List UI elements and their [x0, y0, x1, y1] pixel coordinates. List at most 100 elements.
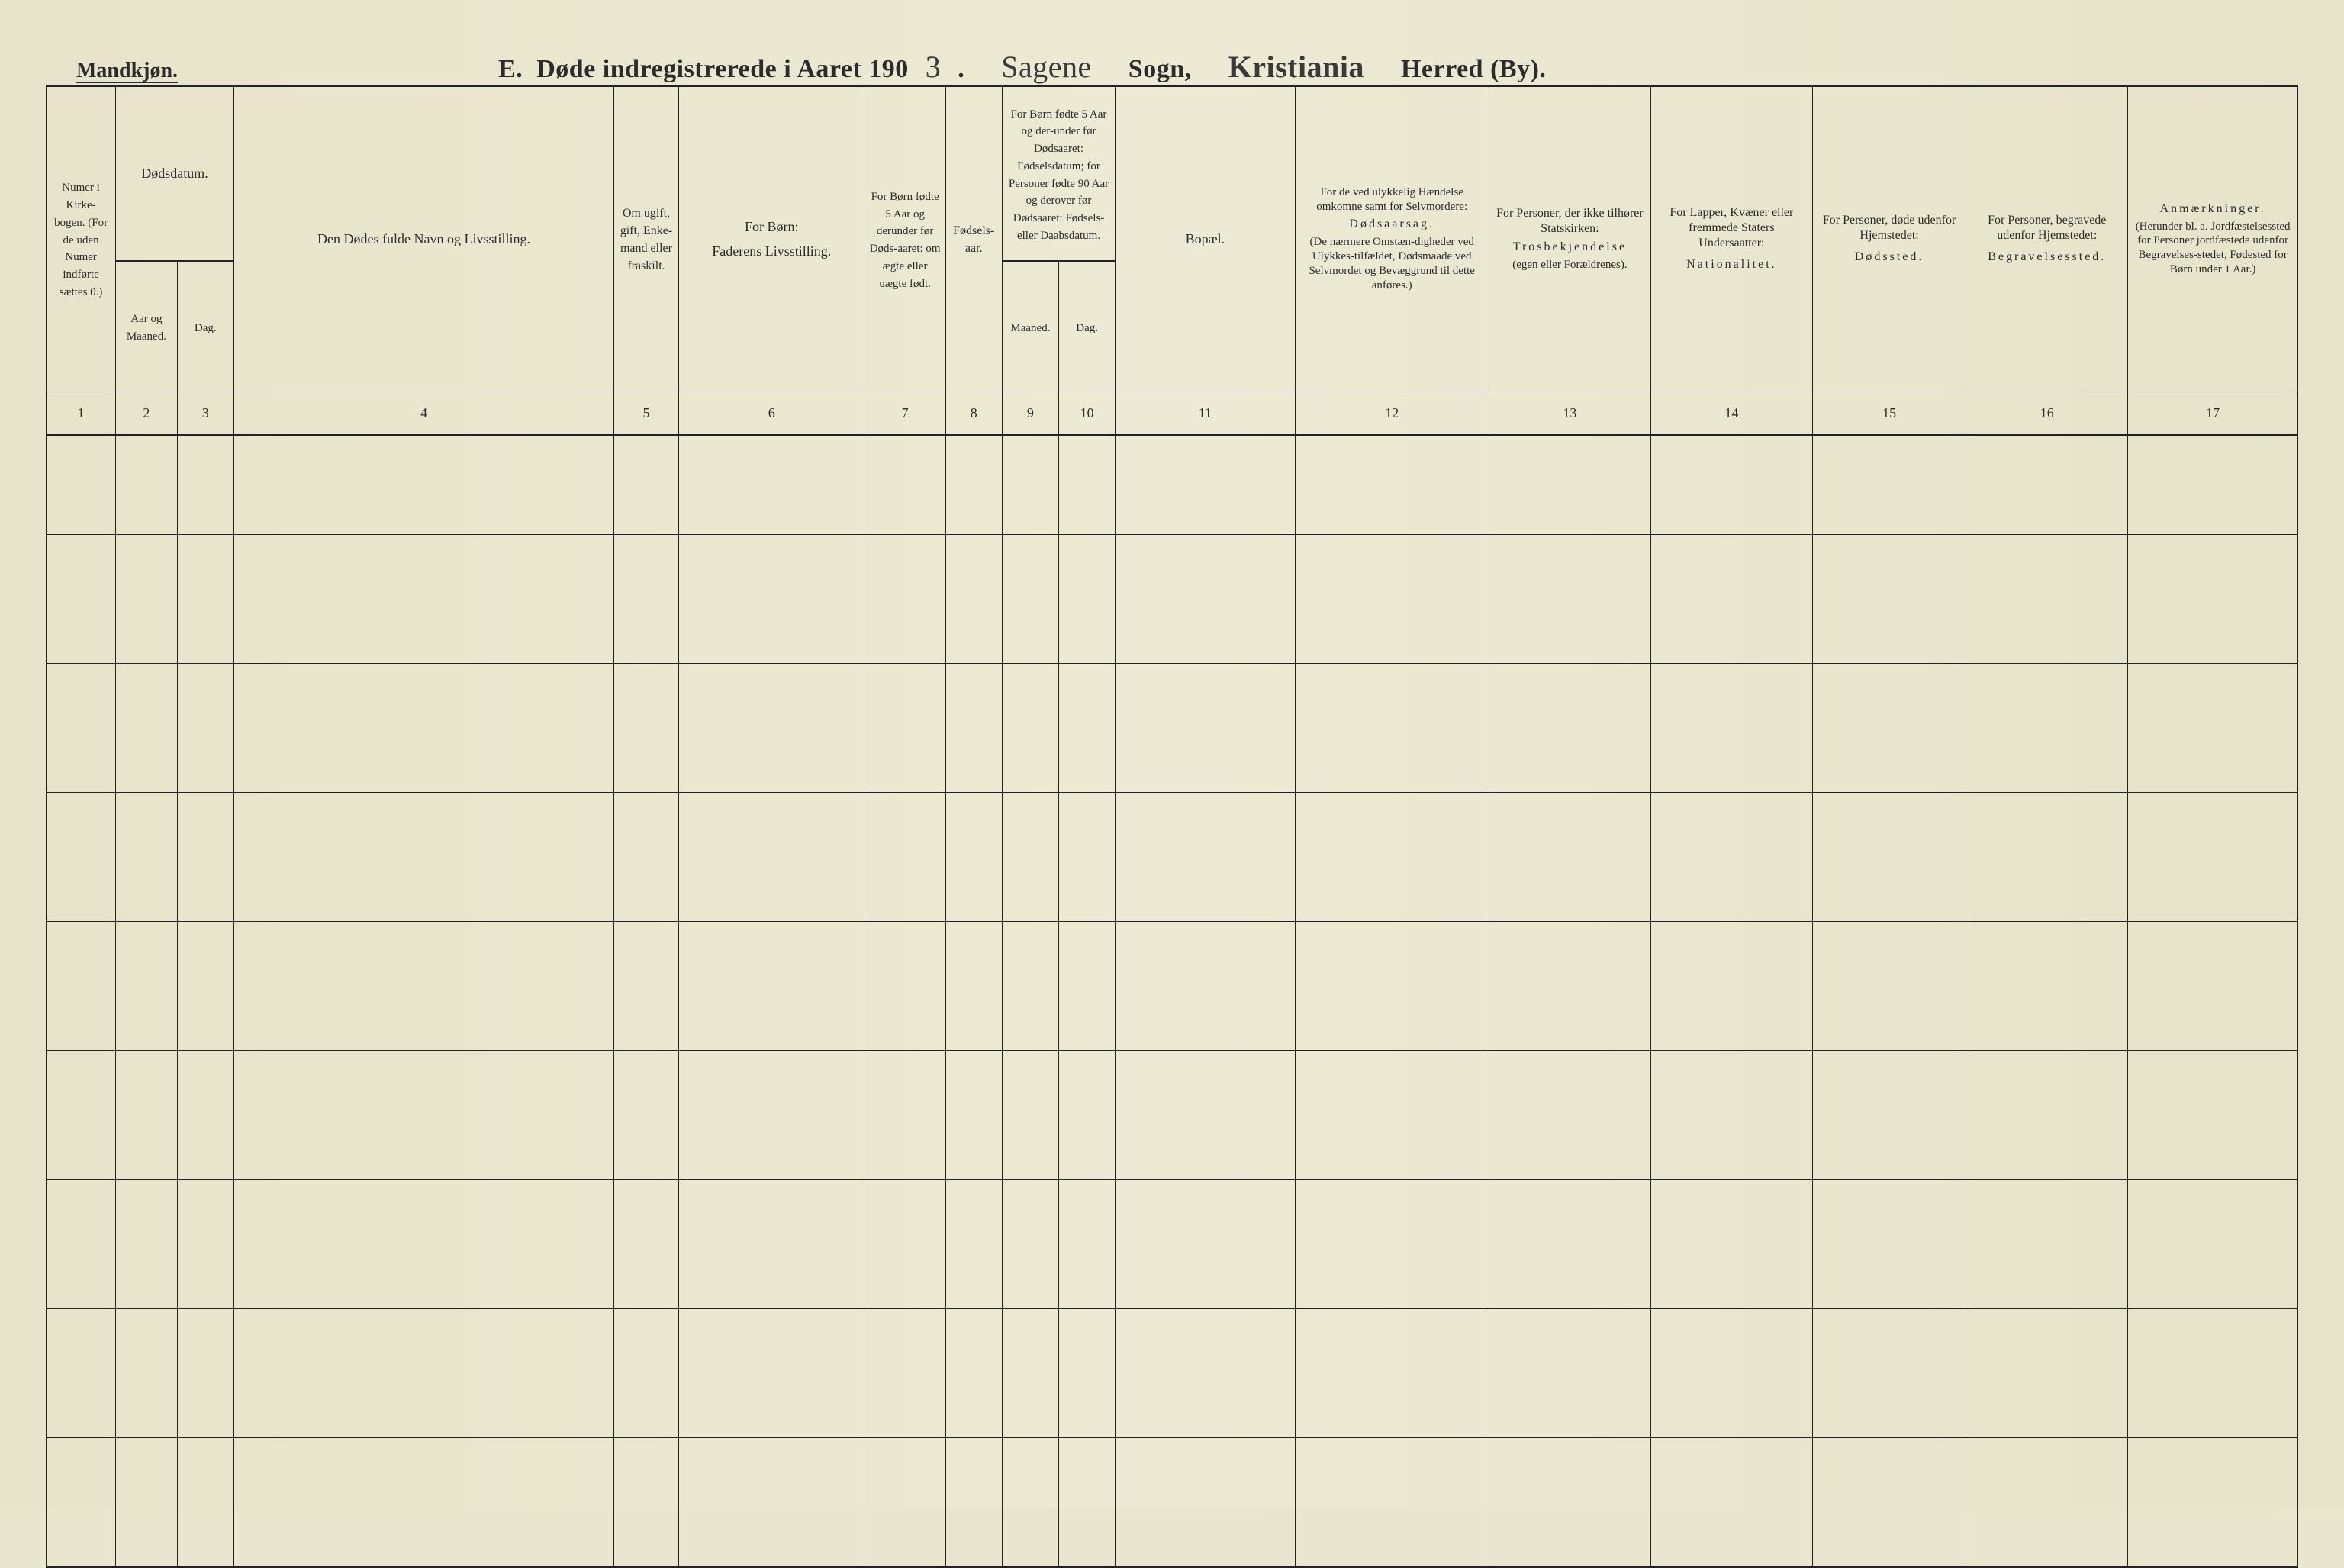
- table-cell: [116, 535, 178, 664]
- table-cell: [1650, 535, 1812, 664]
- table-cell: [47, 1051, 116, 1180]
- table-cell: [1002, 922, 1058, 1051]
- table-cell: [1489, 664, 1650, 793]
- table-cell: [1489, 793, 1650, 922]
- table-cell: [678, 1438, 865, 1567]
- table-cell: [678, 793, 865, 922]
- col-header-2-top-text: Dødsdatum.: [141, 166, 208, 181]
- col-header-13-mid: Trosbekjendelse: [1494, 240, 1646, 255]
- col-num-1: 1: [47, 391, 116, 436]
- sogn-label: Sogn,: [1129, 55, 1192, 84]
- table-cell: [614, 436, 679, 535]
- table-cell: [1966, 664, 2128, 793]
- table-row: [47, 793, 2298, 922]
- title-line: E. Døde indregistrerede i Aaret 1903. Sa…: [498, 49, 1546, 85]
- table-cell: [1116, 1438, 1295, 1567]
- table-cell: [116, 664, 178, 793]
- table-cell: [2128, 1180, 2298, 1309]
- table-cell: [1116, 664, 1295, 793]
- col-header-1-text: Numer i Kirke-bogen. (For de uden Numer …: [54, 182, 108, 298]
- table-cell: [1489, 1051, 1650, 1180]
- table-cell: [1650, 436, 1812, 535]
- table-cell: [1295, 1438, 1489, 1567]
- table-cell: [1002, 1180, 1058, 1309]
- table-cell: [614, 1051, 679, 1180]
- col-num-7: 7: [865, 391, 945, 436]
- table-cell: [865, 1438, 945, 1567]
- col-header-4: Den Dødes fulde Navn og Livsstilling.: [233, 86, 613, 391]
- section-letter: E.: [498, 55, 523, 84]
- col-num-2: 2: [116, 391, 178, 436]
- table-cell: [1059, 664, 1116, 793]
- table-cell: [233, 1438, 613, 1567]
- table-cell: [1295, 1309, 1489, 1438]
- table-cell: [614, 922, 679, 1051]
- table-cell: [1002, 535, 1058, 664]
- register-tbody: [47, 436, 2298, 1567]
- col-header-9a-text: Maaned.: [1010, 322, 1050, 334]
- table-cell: [614, 664, 679, 793]
- col-header-5: Om ugift, gift, Enke-mand eller fraskilt…: [614, 86, 679, 391]
- col-header-16: For Personer, begravede udenfor Hjemsted…: [1966, 86, 2128, 391]
- table-cell: [177, 1438, 233, 1567]
- table-cell: [1489, 436, 1650, 535]
- table-cell: [2128, 1438, 2298, 1567]
- table-cell: [1059, 793, 1116, 922]
- table-cell: [1650, 1180, 1812, 1309]
- table-cell: [678, 922, 865, 1051]
- table-cell: [177, 664, 233, 793]
- table-cell: [945, 535, 1002, 664]
- table-cell: [47, 664, 116, 793]
- herred-handwritten: Kristiania: [1206, 49, 1387, 85]
- table-cell: [1489, 535, 1650, 664]
- table-cell: [1116, 1180, 1295, 1309]
- table-cell: [1059, 436, 1116, 535]
- table-cell: [1650, 1309, 1812, 1438]
- table-cell: [865, 793, 945, 922]
- table-cell: [116, 1438, 178, 1567]
- col-num-4: 4: [233, 391, 613, 436]
- col-header-6: For Børn: Faderens Livsstilling.: [678, 86, 865, 391]
- col-num-15: 15: [1812, 391, 1966, 436]
- table-cell: [1059, 1051, 1116, 1180]
- table-cell: [1489, 1309, 1650, 1438]
- sogn-handwritten: Sagene: [978, 49, 1115, 85]
- col-header-9a: Maaned.: [1002, 262, 1058, 391]
- table-cell: [1812, 1309, 1966, 1438]
- table-cell: [1002, 664, 1058, 793]
- table-cell: [865, 664, 945, 793]
- col-header-2b: Dag.: [177, 262, 233, 391]
- table-cell: [1966, 793, 2128, 922]
- table-cell: [2128, 535, 2298, 664]
- year-handwritten: 3: [922, 49, 945, 85]
- table-cell: [614, 1180, 679, 1309]
- table-cell: [614, 1309, 679, 1438]
- register-table: Numer i Kirke-bogen. (For de uden Numer …: [46, 85, 2298, 1568]
- herred-label: Herred (By).: [1401, 55, 1546, 84]
- table-cell: [1812, 436, 1966, 535]
- table-cell: [1002, 793, 1058, 922]
- gender-label: Mandkjøn.: [76, 59, 178, 83]
- col-num-14: 14: [1650, 391, 1812, 436]
- col-num-11: 11: [1116, 391, 1295, 436]
- col-num-6: 6: [678, 391, 865, 436]
- col-header-11-text: Bopæl.: [1186, 231, 1225, 246]
- col-header-13-bot: (egen eller Forældrenes).: [1494, 258, 1646, 272]
- table-cell: [1812, 1051, 1966, 1180]
- col-header-2b-text: Dag.: [195, 322, 217, 334]
- table-cell: [1116, 793, 1295, 922]
- col-header-1: Numer i Kirke-bogen. (For de uden Numer …: [47, 86, 116, 391]
- table-cell: [945, 922, 1002, 1051]
- table-cell: [1059, 1309, 1116, 1438]
- table-cell: [1812, 922, 1966, 1051]
- col-num-13: 13: [1489, 391, 1650, 436]
- table-cell: [233, 535, 613, 664]
- table-cell: [177, 922, 233, 1051]
- table-cell: [47, 436, 116, 535]
- table-cell: [945, 664, 1002, 793]
- table-cell: [233, 1309, 613, 1438]
- table-cell: [1295, 535, 1489, 664]
- col-header-6-bot: Faderens Livsstilling.: [684, 243, 860, 260]
- table-cell: [177, 1309, 233, 1438]
- table-cell: [865, 922, 945, 1051]
